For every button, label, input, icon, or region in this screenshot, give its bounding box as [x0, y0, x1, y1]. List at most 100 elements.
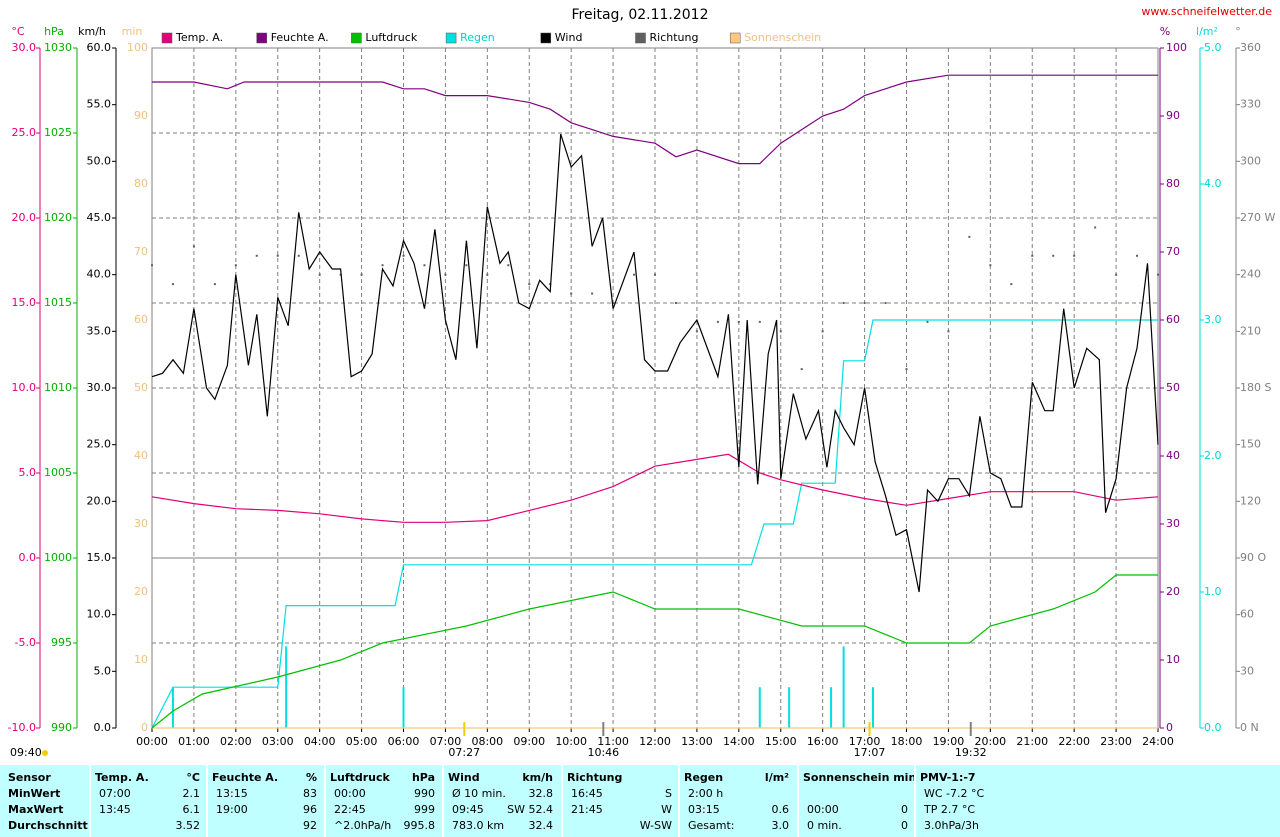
axis-unit: km/h: [78, 25, 106, 38]
direction-dot: [821, 330, 824, 333]
y-tick-label: 1010: [44, 381, 72, 394]
rain-bar: [871, 687, 874, 728]
y-tick-label: 90 O: [1240, 551, 1266, 564]
y-tick-label: 1030: [44, 41, 72, 54]
event-label: 19:32: [955, 746, 987, 759]
legend-label: Regen: [460, 31, 495, 44]
direction-dot: [654, 273, 656, 276]
y-tick-label: 40.0: [87, 268, 112, 281]
y-tick-label: 70: [134, 245, 148, 258]
y-tick-label: 40: [134, 449, 148, 462]
chart: Freitag, 02.11.2012 www.schneifelwetter.…: [8, 5, 1276, 759]
column-title: Sonnenschein min: [803, 771, 917, 784]
y-tick-label: 10: [1166, 653, 1180, 666]
rain-bar: [788, 687, 791, 728]
table-header: Sensor: [8, 771, 51, 784]
y-tick-label: 240: [1240, 268, 1261, 281]
cell-left: 16:45: [571, 787, 603, 800]
direction-dot: [612, 302, 615, 304]
direction-dot: [151, 264, 153, 267]
cell-right: 995.8: [403, 819, 436, 832]
row-label: Durchschnitt: [8, 819, 88, 832]
column-unit: °C: [186, 771, 200, 784]
column-separator: [206, 765, 208, 837]
y-tick-label: 990: [51, 721, 72, 734]
x-tick-label: 05:00: [346, 735, 378, 748]
y-tick-label: 5.0: [19, 466, 37, 479]
y-tick-label: 5.0: [94, 664, 112, 677]
y-tick-label: 180 S: [1240, 381, 1271, 394]
legend-swatch: [729, 32, 741, 44]
legend-label: Temp. A.: [175, 31, 223, 44]
column-unit: hPa: [411, 771, 435, 784]
x-tick-label: 08:00: [471, 735, 503, 748]
direction-dot: [1157, 273, 1159, 276]
y-tick-label: 1020: [44, 211, 72, 224]
cell-left: 21:45: [571, 803, 603, 816]
x-tick-label: 18:00: [891, 735, 923, 748]
y-tick-label: 30.0: [12, 41, 37, 54]
axis-unit: min: [122, 25, 143, 38]
y-tick-label: 90: [134, 109, 148, 122]
column-separator: [797, 765, 799, 837]
direction-dot: [716, 320, 719, 323]
x-tick-label: 09:00: [513, 735, 545, 748]
x-tick-label: 24:00: [1142, 735, 1174, 748]
y-tick-label: 10.0: [87, 608, 112, 621]
cell-left: 2:00 h: [688, 787, 724, 800]
y-tick-label: 55.0: [87, 98, 112, 111]
day-length: 09:40: [10, 746, 42, 759]
y-tick-label: 150: [1240, 438, 1261, 451]
direction-dot: [276, 254, 279, 257]
column-unit: km/h: [522, 771, 553, 784]
direction-dot: [528, 283, 531, 286]
y-tick-label: 20.0: [12, 211, 37, 224]
x-tick-label: 07:00: [430, 735, 462, 748]
column-title: Temp. A.: [95, 771, 149, 784]
chart-title: Freitag, 02.11.2012: [572, 7, 709, 23]
rain-bar: [842, 646, 845, 728]
direction-dot: [465, 264, 468, 267]
y-tick-label: 45.0: [87, 211, 112, 224]
sun-icon: [42, 750, 48, 756]
cell-right: 3.0: [771, 819, 790, 832]
y-tick-label: 15.0: [87, 551, 112, 564]
y-tick-label: 40: [1166, 449, 1180, 462]
y-tick-label: 3.0: [1204, 313, 1222, 326]
column-separator: [561, 765, 563, 837]
x-tick-label: 06:00: [388, 735, 420, 748]
y-tick-label: -5.0: [15, 636, 36, 649]
y-tick-label: 30: [1240, 664, 1254, 677]
direction-dot: [297, 254, 300, 257]
y-tick-label: 0 N: [1240, 721, 1259, 734]
x-tick-label: 22:00: [1058, 735, 1090, 748]
column-title: Luftdruck: [330, 771, 390, 784]
x-tick-label: 00:00: [136, 735, 168, 748]
y-tick-label: 5.0: [1204, 41, 1222, 54]
direction-dot: [779, 330, 782, 333]
y-tick-label: 1000: [44, 551, 72, 564]
column-separator: [442, 765, 444, 837]
cell-left: 0 min.: [807, 819, 842, 832]
cell-left: TP 2.7 °C: [924, 803, 976, 816]
direction-dot: [842, 302, 845, 304]
y-tick-label: 100: [1166, 41, 1187, 54]
axis-unit: °: [1235, 25, 1241, 38]
column-title: Richtung: [567, 771, 623, 784]
x-tick-label: 19:00: [933, 735, 965, 748]
cell-left: 07:00: [99, 787, 131, 800]
x-tick-label: 23:00: [1100, 735, 1132, 748]
direction-dot: [905, 368, 908, 371]
rain-bar: [402, 687, 405, 728]
y-tick-label: 30: [1166, 517, 1180, 530]
y-tick-label: 50: [1166, 381, 1180, 394]
y-tick-label: 90: [1166, 109, 1180, 122]
legend-label: Wind: [555, 31, 583, 44]
column-title: Feuchte A.: [212, 771, 279, 784]
x-tick-label: 16:00: [807, 735, 839, 748]
summary-table: Sensor MinWert MaxWert Durchschnitt Temp. A.…: [0, 765, 1280, 837]
cell-left: 13:15: [216, 787, 248, 800]
cell-left: 19:00: [216, 803, 248, 816]
y-tick-label: 80: [1166, 177, 1180, 190]
row-label: MaxWert: [8, 803, 64, 816]
